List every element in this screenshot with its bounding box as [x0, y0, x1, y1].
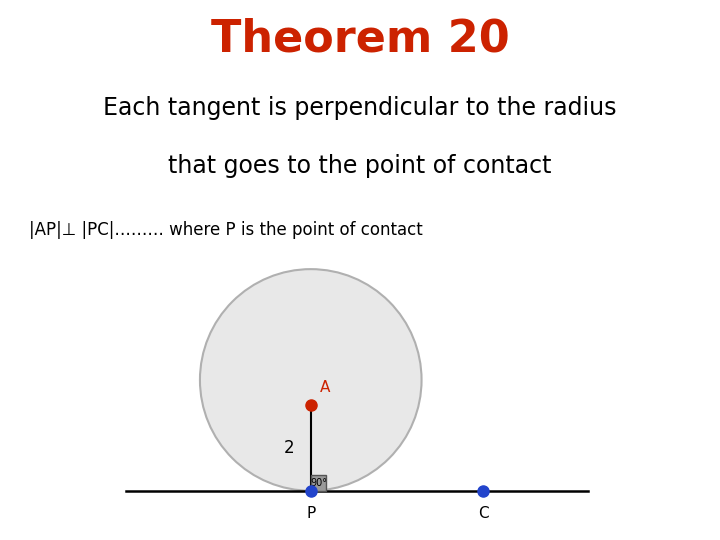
Text: Theorem 20: Theorem 20	[211, 18, 509, 60]
Text: that goes to the point of contact: that goes to the point of contact	[168, 153, 552, 178]
Text: A: A	[320, 380, 330, 395]
Circle shape	[200, 269, 422, 491]
Text: Each tangent is perpendicular to the radius: Each tangent is perpendicular to the rad…	[103, 96, 617, 120]
Text: 90°: 90°	[310, 478, 327, 488]
Text: 2: 2	[284, 438, 294, 457]
Text: |AP|⊥ |PC|……… where P is the point of contact: |AP|⊥ |PC|……… where P is the point of co…	[29, 221, 423, 239]
Bar	[311, 475, 326, 491]
Text: C: C	[478, 506, 488, 521]
Text: P: P	[306, 506, 315, 521]
